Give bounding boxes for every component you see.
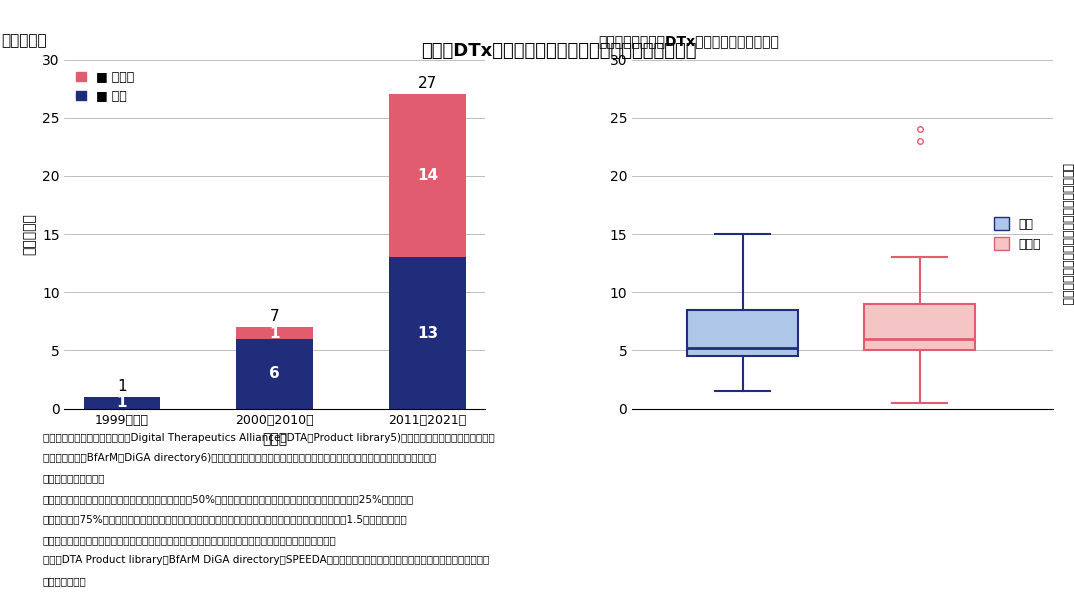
Text: 1: 1 (117, 379, 127, 394)
Text: 1: 1 (116, 395, 127, 410)
Text: 図３　DTx開発企業の設立年と承認／認可までの期間: 図３ DTx開発企業の設立年と承認／認可までの期間 (421, 42, 696, 59)
Text: なお、図３ｂ）の箱ひげ図内の中央線は中央値（50%）、箱の下端、上端の線はそれぞれ第１四分位点（25%）、第３四: なお、図３ｂ）の箱ひげ図内の中央線は中央値（50%）、箱の下端、上端の線はそれぞ… (43, 494, 415, 504)
Y-axis label: 社数（社）: 社数（社） (23, 213, 37, 255)
Text: 出所：DTA Product library、BfArM DiGA directory、SPEEDA（株式会社ユーザベース）及び各社ホームページをもとに: 出所：DTA Product library、BfArM DiGA direct… (43, 555, 490, 566)
Bar (84, 397, 160, 409)
Text: 1: 1 (270, 326, 280, 341)
Text: 注：公開情報に加え、米国ではDigital Therapeutics Alliance（DTA）Product library5)を、ドイツでは連邦医薬品医療機: 注：公開情報に加え、米国ではDigital Therapeutics Allia… (43, 433, 495, 443)
Legend: 米国, ドイツ: 米国, ドイツ (989, 212, 1046, 256)
Bar (236, 327, 313, 339)
Text: 事例は除外した。: 事例は除外した。 (43, 474, 105, 484)
Bar (390, 257, 466, 409)
X-axis label: 設立年: 設立年 (262, 432, 287, 446)
Text: 筆者作成: 筆者作成 (43, 576, 87, 586)
Text: 13: 13 (417, 326, 438, 341)
Text: 分位点（75%）を示している。箱の上下のひげ（近接値）は第１四分位点から第３四分位点の長さの1.5倍以内で、中央: 分位点（75%）を示している。箱の上下のひげ（近接値）は第１四分位点から第３四分… (43, 514, 408, 525)
Text: 14: 14 (417, 168, 438, 183)
Text: ｂ）会社設立からDTx承認／認可までの期間: ｂ）会社設立からDTx承認／認可までの期間 (598, 35, 780, 49)
Text: 27: 27 (418, 76, 437, 91)
Legend: ■ ドイツ, ■ 米国: ■ ドイツ, ■ 米国 (71, 66, 139, 108)
Bar (390, 94, 466, 257)
PathPatch shape (687, 310, 798, 356)
Text: ａ）設立年: ａ）設立年 (1, 34, 47, 49)
Text: 6: 6 (270, 366, 280, 381)
Bar (236, 339, 313, 409)
Y-axis label: 会社設立から承認／認可までの年数（年）: 会社設立から承認／認可までの年数（年） (1060, 163, 1073, 305)
PathPatch shape (865, 304, 975, 350)
Text: 値から最も離れているサンプルを示している。また、ひげ（近接値）の外にある点は外れ値である。: 値から最も離れているサンプルを示している。また、ひげ（近接値）の外にある点は外れ… (43, 535, 337, 545)
Text: 器研究所（BfArM）DiGA directory6)を参考に、該当企業、製品を調査した。ただし、設立年や承認／認可年が不明な: 器研究所（BfArM）DiGA directory6)を参考に、該当企業、製品を… (43, 453, 436, 463)
Text: 7: 7 (270, 309, 279, 324)
